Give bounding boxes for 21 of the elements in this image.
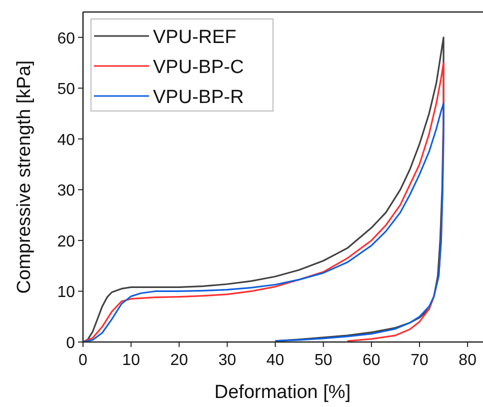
- y-axis-title: Compressive strength [kPa]: [14, 60, 35, 294]
- x-tick-label: 60: [362, 352, 380, 369]
- x-tick-label: 80: [458, 352, 477, 369]
- y-tick-label: 40: [57, 132, 76, 149]
- x-tick-label: 50: [314, 352, 332, 369]
- x-tick-label: 0: [78, 352, 88, 369]
- y-tick-label: 50: [57, 81, 76, 98]
- legend-label: VPU-REF: [153, 27, 236, 48]
- y-tick-label: 30: [57, 182, 76, 200]
- y-tick-label: 20: [57, 233, 76, 250]
- x-tick-label: 70: [410, 352, 429, 369]
- x-axis-title: Deformation [%]: [214, 382, 351, 403]
- x-tick-label: 20: [170, 352, 188, 369]
- legend-label: VPU-BP-R: [153, 87, 244, 108]
- legend-label: VPU-BP-C: [153, 57, 244, 78]
- x-tick-label: 40: [266, 352, 284, 369]
- y-tick-label: 10: [57, 284, 76, 302]
- x-tick-label: 10: [122, 352, 140, 369]
- y-tick-label: 60: [57, 30, 76, 48]
- y-tick-label: 0: [66, 335, 76, 352]
- x-tick-label: 30: [218, 352, 236, 369]
